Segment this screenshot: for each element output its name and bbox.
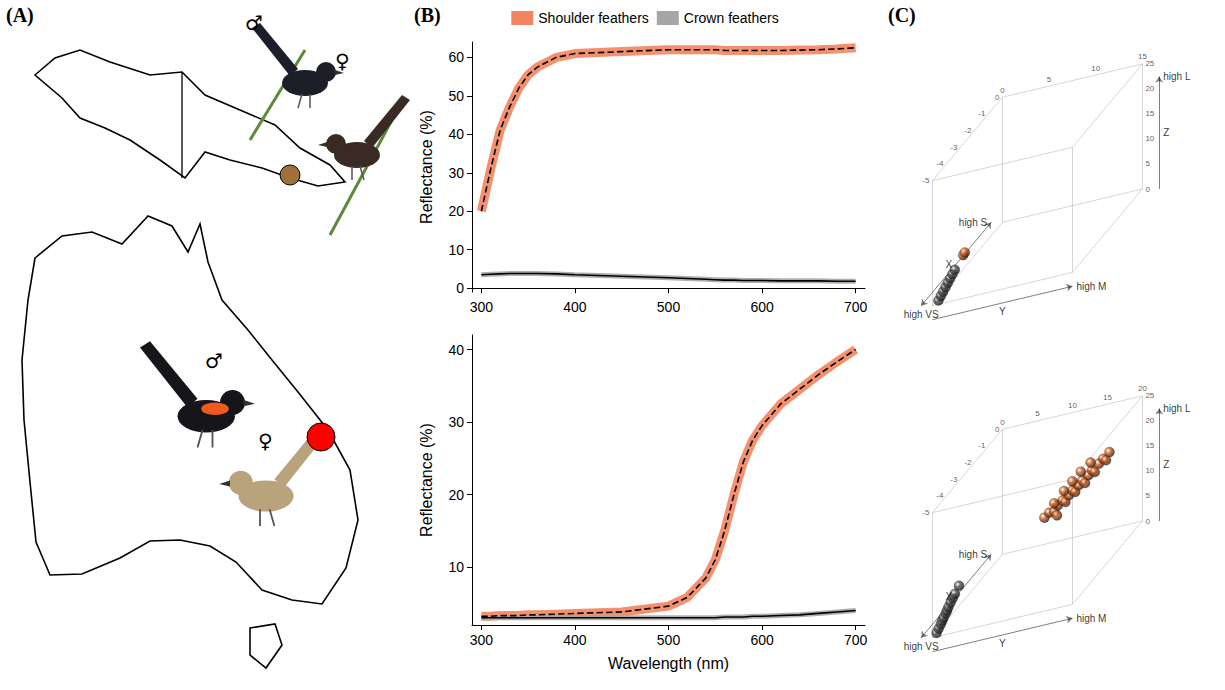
svg-text:25: 25	[1145, 391, 1154, 400]
svg-text:60: 60	[448, 49, 464, 65]
svg-text:Y: Y	[999, 638, 1006, 649]
svg-text:600: 600	[750, 632, 774, 648]
svg-text:5: 5	[1145, 159, 1150, 168]
svg-text:-3: -3	[950, 143, 958, 152]
svg-text:25: 25	[1145, 59, 1154, 68]
svg-text:10: 10	[1091, 64, 1100, 73]
svg-text:500: 500	[657, 632, 681, 648]
svg-text:Shoulder feathers: Shoulder feathers	[538, 10, 649, 26]
svg-text:15: 15	[1145, 109, 1154, 118]
svg-text:5: 5	[1047, 75, 1052, 84]
svg-text:15: 15	[1137, 52, 1147, 62]
svg-text:20: 20	[1145, 416, 1154, 425]
svg-text:30: 30	[448, 414, 464, 430]
svg-text:10: 10	[1145, 134, 1154, 143]
svg-text:20: 20	[448, 487, 464, 503]
svg-text:Crown feathers: Crown feathers	[684, 10, 779, 26]
svg-text:X: X	[946, 259, 953, 270]
svg-text:-1: -1	[978, 109, 986, 118]
svg-text:0: 0	[994, 424, 1000, 434]
svg-text:0: 0	[994, 92, 1000, 102]
svg-text:700: 700	[844, 299, 868, 315]
svg-text:high VS: high VS	[904, 641, 939, 652]
svg-text:high L: high L	[1163, 403, 1191, 414]
svg-text:high S: high S	[959, 549, 988, 560]
svg-text:Reflectance (%): Reflectance (%)	[418, 110, 435, 224]
svg-text:50: 50	[448, 88, 464, 104]
svg-text:400: 400	[563, 299, 587, 315]
svg-text:♂: ♂	[245, 11, 263, 35]
svg-text:♀: ♀	[335, 49, 350, 73]
svg-text:-4: -4	[936, 491, 944, 500]
svg-text:high L: high L	[1163, 71, 1191, 82]
svg-text:10: 10	[1068, 401, 1077, 410]
svg-text:0: 0	[1145, 185, 1150, 194]
svg-text:high S: high S	[959, 217, 988, 228]
svg-text:high M: high M	[1076, 281, 1106, 292]
svg-text:40: 40	[448, 126, 464, 142]
html-text:(C): (C)	[888, 4, 916, 26]
svg-text:600: 600	[750, 299, 774, 315]
svg-text:-5: -5	[922, 508, 930, 517]
svg-text:0: 0	[1000, 418, 1005, 427]
svg-text:700: 700	[844, 632, 868, 648]
svg-text:-2: -2	[964, 458, 972, 467]
svg-text:-1: -1	[978, 441, 986, 450]
svg-text:♀: ♀	[258, 429, 273, 453]
svg-text:20: 20	[448, 203, 464, 219]
svg-text:Z: Z	[1163, 459, 1169, 470]
svg-text:Y: Y	[999, 306, 1006, 317]
svg-text:Wavelength (nm): Wavelength (nm)	[608, 655, 729, 672]
svg-text:-3: -3	[950, 475, 958, 484]
svg-text:15: 15	[1145, 441, 1154, 450]
svg-text:10: 10	[1145, 466, 1154, 475]
svg-text:400: 400	[563, 632, 587, 648]
svg-text:high VS: high VS	[904, 309, 939, 320]
html-text:(B): (B)	[414, 4, 441, 26]
svg-text:0: 0	[1145, 517, 1150, 526]
svg-text:500: 500	[657, 299, 681, 315]
svg-text:300: 300	[470, 299, 494, 315]
svg-text:20: 20	[1145, 84, 1154, 93]
svg-text:5: 5	[1145, 491, 1150, 500]
svg-text:0: 0	[1000, 86, 1005, 95]
svg-text:10: 10	[448, 242, 464, 258]
html-text:(A): (A)	[6, 4, 34, 26]
svg-text:Reflectance (%): Reflectance (%)	[418, 423, 435, 537]
svg-text:5: 5	[1035, 409, 1040, 418]
svg-text:high M: high M	[1076, 613, 1106, 624]
svg-text:0: 0	[456, 280, 464, 296]
svg-text:15: 15	[1103, 393, 1112, 402]
svg-text:-2: -2	[964, 126, 972, 135]
svg-text:30: 30	[448, 165, 464, 181]
svg-text:♂: ♂	[205, 349, 223, 373]
svg-text:10: 10	[448, 559, 464, 575]
svg-text:X: X	[946, 591, 953, 602]
svg-text:-5: -5	[922, 176, 930, 185]
svg-text:-4: -4	[936, 159, 944, 168]
svg-text:40: 40	[448, 342, 464, 358]
svg-text:20: 20	[1137, 384, 1147, 394]
svg-text:300: 300	[470, 632, 494, 648]
svg-text:Z: Z	[1163, 127, 1169, 138]
